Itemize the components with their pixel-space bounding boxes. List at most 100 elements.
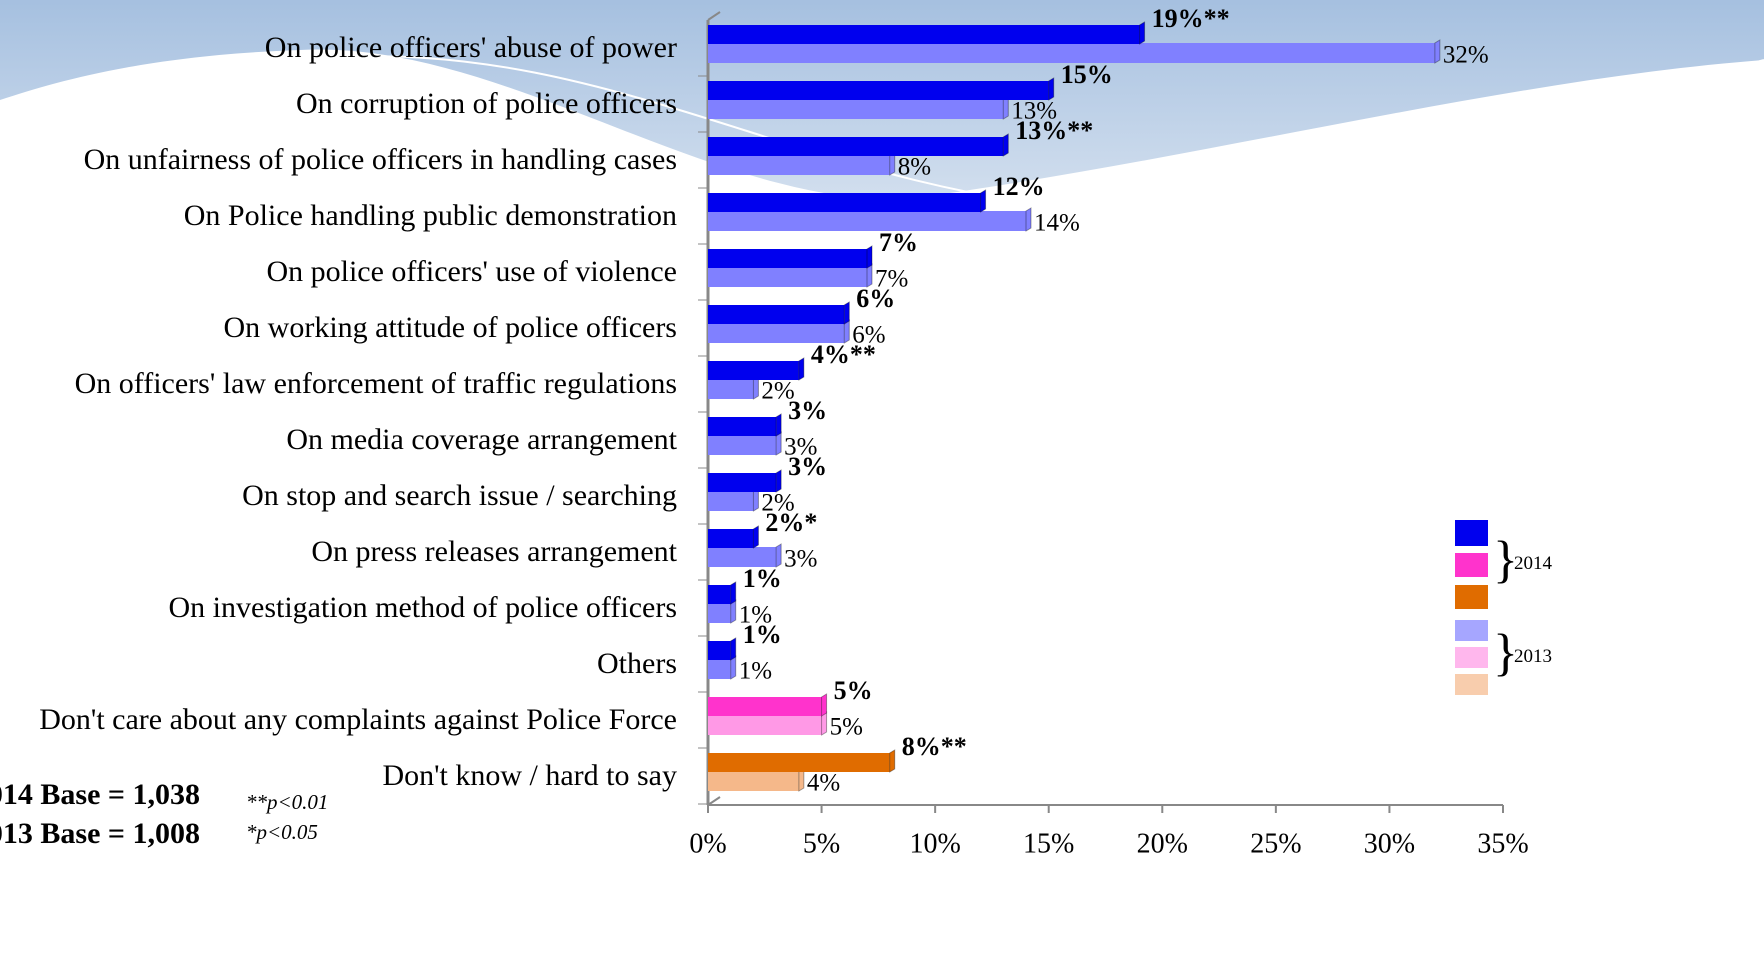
x-tick-label: 35% bbox=[1477, 828, 1528, 859]
bar bbox=[708, 641, 731, 660]
bar bbox=[708, 249, 867, 268]
bar bbox=[708, 43, 1435, 63]
bar bbox=[708, 305, 845, 324]
value-label: 32% bbox=[1443, 42, 1489, 69]
value-label: 1% bbox=[743, 620, 782, 649]
bar bbox=[708, 491, 754, 511]
value-label: 3% bbox=[788, 396, 827, 425]
bar bbox=[708, 155, 890, 175]
legend-swatch bbox=[1455, 647, 1488, 668]
bar bbox=[708, 99, 1004, 119]
bar bbox=[708, 361, 799, 380]
value-label: 1% bbox=[743, 564, 782, 593]
category-label: On police officers' abuse of power bbox=[265, 31, 677, 64]
value-label: 1% bbox=[739, 658, 772, 685]
bar bbox=[708, 435, 777, 455]
x-tick-label: 30% bbox=[1364, 828, 1415, 859]
bar bbox=[708, 659, 731, 679]
bar bbox=[708, 211, 1026, 231]
category-label: On media coverage arrangement bbox=[286, 423, 677, 456]
value-label: 1% bbox=[739, 602, 772, 629]
value-label: 8% bbox=[898, 154, 931, 181]
value-label: 2% bbox=[761, 378, 794, 405]
bar-side bbox=[1048, 77, 1055, 101]
legend-swatch bbox=[1455, 585, 1488, 609]
bar-side bbox=[821, 693, 828, 717]
bar bbox=[708, 771, 799, 791]
category-label: On working attitude of police officers bbox=[224, 311, 678, 344]
x-tick-label: 20% bbox=[1137, 828, 1188, 859]
legend-label: 2013 bbox=[1514, 646, 1552, 667]
bar-side bbox=[980, 189, 987, 213]
bar bbox=[708, 267, 867, 287]
bar-side bbox=[752, 525, 759, 549]
category-label: Don't care about any complaints against … bbox=[39, 703, 677, 736]
legend-swatch bbox=[1455, 620, 1488, 641]
value-label: 6% bbox=[852, 322, 885, 349]
legend-bracket: } bbox=[1493, 531, 1518, 588]
value-label: 7% bbox=[879, 228, 918, 257]
value-label: 5% bbox=[834, 676, 873, 705]
bar-side bbox=[775, 543, 782, 568]
value-label: 4%** bbox=[811, 340, 876, 369]
bar bbox=[708, 25, 1140, 44]
category-label: On press releases arrangement bbox=[311, 535, 677, 568]
bar-side bbox=[1025, 207, 1032, 232]
axis-depth bbox=[707, 796, 721, 806]
bar bbox=[708, 81, 1049, 100]
bar bbox=[708, 753, 890, 772]
category-label: On Police handling public demonstration bbox=[184, 199, 677, 232]
value-label: 19%** bbox=[1152, 4, 1230, 33]
value-label: 13% bbox=[1011, 98, 1057, 125]
value-label: 3% bbox=[784, 434, 817, 461]
legend-swatch bbox=[1455, 674, 1488, 695]
value-label: 3% bbox=[788, 452, 827, 481]
bar-side bbox=[889, 749, 896, 773]
value-label: 7% bbox=[875, 266, 908, 293]
bar-side bbox=[843, 301, 850, 325]
base-note: 2014 Base = 1,038 bbox=[0, 778, 200, 811]
legend-label: 2014 bbox=[1514, 553, 1553, 574]
base-note: 2013 Base = 1,008 bbox=[0, 817, 200, 850]
bar-side bbox=[730, 581, 737, 605]
category-label: On unfairness of police officers in hand… bbox=[84, 143, 677, 176]
bar bbox=[708, 137, 1004, 156]
value-label: 8%** bbox=[902, 732, 967, 761]
legend-swatch bbox=[1455, 553, 1488, 577]
value-label: 15% bbox=[1061, 60, 1113, 89]
category-label: On police officers' use of violence bbox=[266, 255, 677, 288]
bar bbox=[708, 603, 731, 623]
bar bbox=[708, 323, 845, 343]
bar bbox=[708, 585, 731, 604]
bar-side bbox=[798, 357, 805, 381]
value-label: 3% bbox=[784, 546, 817, 573]
bar bbox=[708, 417, 777, 436]
bar bbox=[708, 697, 822, 716]
category-label: On investigation method of police office… bbox=[169, 591, 678, 624]
bar-side bbox=[1002, 133, 1009, 157]
bar bbox=[708, 379, 754, 399]
legend-swatch bbox=[1455, 520, 1488, 546]
x-tick-label: 5% bbox=[803, 828, 840, 859]
bar-side bbox=[1139, 21, 1146, 45]
bar-side bbox=[866, 245, 873, 269]
category-label: Others bbox=[597, 647, 677, 680]
value-label: 6% bbox=[856, 284, 895, 313]
bar-side bbox=[775, 469, 782, 493]
value-label: 13%** bbox=[1015, 116, 1093, 145]
x-tick-label: 10% bbox=[909, 828, 960, 859]
category-label: On corruption of police officers bbox=[296, 87, 677, 120]
bar bbox=[708, 193, 981, 212]
value-label: 2%* bbox=[765, 508, 817, 537]
significance-note: *p<0.05 bbox=[246, 820, 318, 844]
background-swoosh bbox=[299, 55, 1764, 212]
category-label: On stop and search issue / searching bbox=[242, 479, 677, 512]
category-label: On officers' law enforcement of traffic … bbox=[75, 367, 677, 400]
legend-bracket: } bbox=[1493, 624, 1518, 681]
value-label: 14% bbox=[1034, 210, 1080, 237]
significance-note: **p<0.01 bbox=[246, 790, 328, 814]
bar bbox=[708, 715, 822, 735]
value-label: 12% bbox=[993, 172, 1045, 201]
bar bbox=[708, 529, 754, 548]
